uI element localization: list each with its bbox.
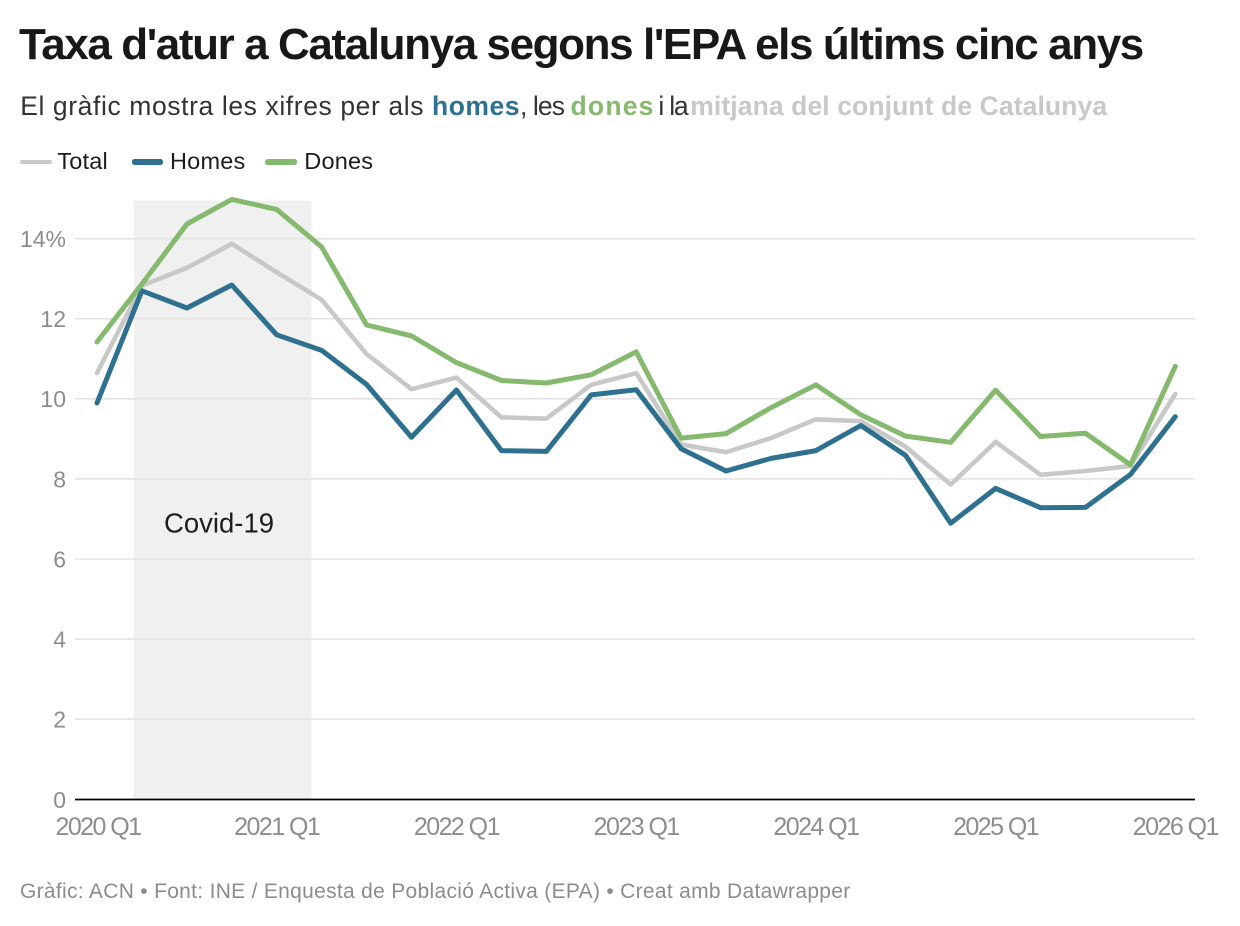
svg-text:8: 8 <box>53 466 66 492</box>
svg-text:10: 10 <box>40 386 66 412</box>
svg-text:2021 Q1: 2021 Q1 <box>234 813 320 841</box>
svg-text:2025 Q1: 2025 Q1 <box>953 813 1039 841</box>
svg-text:6: 6 <box>53 546 66 572</box>
svg-text:2022 Q1: 2022 Q1 <box>414 813 500 841</box>
svg-text:2020 Q1: 2020 Q1 <box>55 813 141 841</box>
svg-text:14%: 14% <box>20 226 66 252</box>
svg-text:0: 0 <box>53 787 66 813</box>
svg-text:2023 Q1: 2023 Q1 <box>594 813 680 841</box>
svg-text:2: 2 <box>53 707 66 733</box>
svg-text:12: 12 <box>40 306 66 332</box>
svg-text:2024 Q1: 2024 Q1 <box>773 813 859 841</box>
svg-text:2026 Q1: 2026 Q1 <box>1133 813 1219 841</box>
svg-text:4: 4 <box>53 627 66 653</box>
svg-text:Covid-19: Covid-19 <box>164 508 274 539</box>
